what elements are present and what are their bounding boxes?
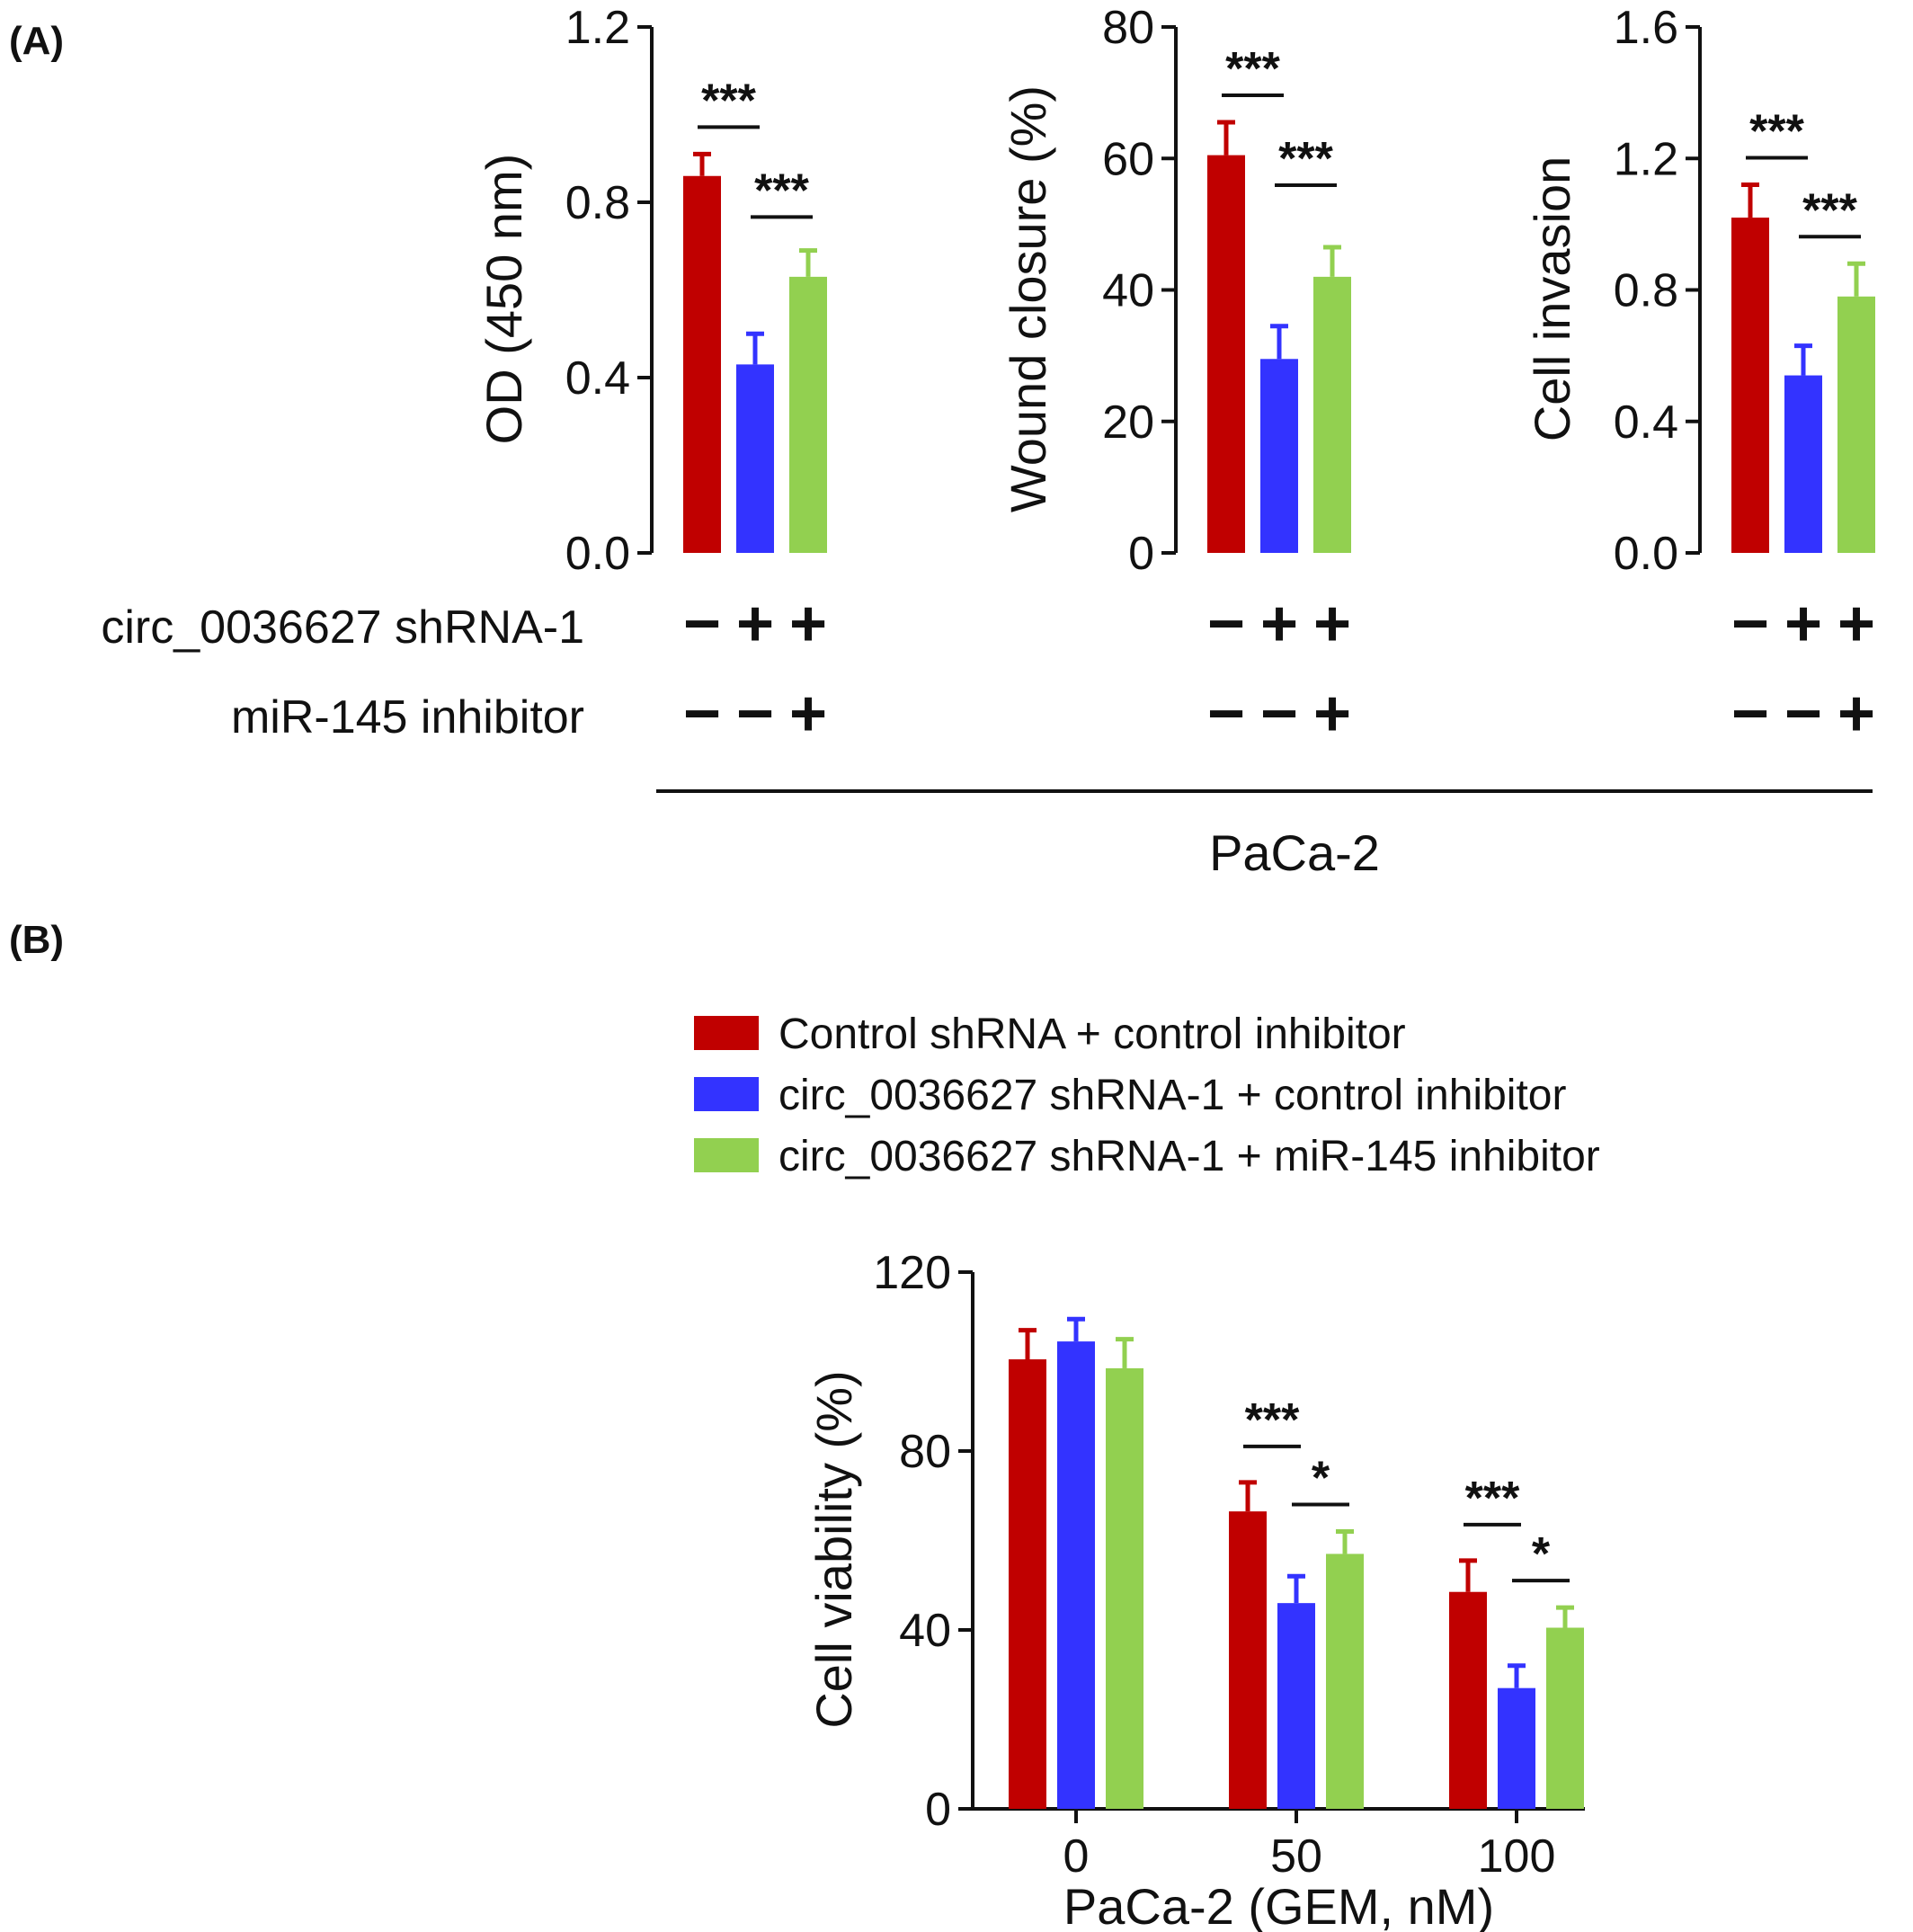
- y-tick-label: 60: [1102, 133, 1154, 185]
- y-tick-label: 1.2: [1614, 133, 1678, 185]
- bar: [1731, 218, 1769, 553]
- bar: [1784, 375, 1822, 553]
- y-tick-label: 80: [899, 1426, 951, 1478]
- y-axis-label: Cell invasion: [1524, 156, 1580, 442]
- shrna-sign: −: [683, 588, 721, 660]
- shrna-sign: +: [1784, 588, 1822, 660]
- significance-label: ***: [1465, 1473, 1520, 1525]
- legend-swatch-1: [694, 1077, 759, 1111]
- shrna-sign: +: [1837, 588, 1875, 660]
- bar: [1837, 296, 1875, 553]
- shrna-sign: +: [1260, 588, 1298, 660]
- inhibitor-sign: +: [1313, 678, 1351, 750]
- shrna-sign: −: [1731, 588, 1769, 660]
- significance-label: ***: [1749, 106, 1804, 158]
- y-tick-label: 40: [899, 1605, 951, 1657]
- y-axis-label: Wound closure (%): [1000, 85, 1056, 512]
- y-tick-label: 20: [1102, 396, 1154, 449]
- inhibitor-sign: −: [1260, 678, 1298, 750]
- legend-swatch-2: [694, 1138, 759, 1172]
- bar: [1277, 1603, 1315, 1809]
- y-tick-label: 0.8: [565, 177, 630, 229]
- bar: [1207, 155, 1245, 553]
- significance-label: ***: [701, 75, 756, 127]
- row-label-inhibitor: miR-145 inhibitor: [231, 691, 584, 743]
- bar: [1498, 1687, 1535, 1809]
- inhibitor-sign: −: [736, 678, 774, 750]
- bar: [1326, 1554, 1364, 1809]
- y-axis-label: Cell viability (%): [805, 1370, 862, 1728]
- bar: [683, 175, 721, 553]
- chart-a1: 0.00.40.81.2OD (450 nm)−−+−++******: [476, 2, 827, 750]
- shrna-sign: +: [1313, 588, 1351, 660]
- panel-label-a: (A): [9, 19, 64, 63]
- shrna-sign: +: [789, 588, 827, 660]
- bar: [1546, 1627, 1584, 1809]
- y-tick-label: 80: [1102, 2, 1154, 54]
- inhibitor-sign: +: [1837, 678, 1875, 750]
- panel-a: 0.00.40.81.2OD (450 nm)−−+−++******02040…: [476, 2, 1875, 750]
- legend: Control shRNA + control inhibitor circ_0…: [694, 1011, 1600, 1180]
- x-tick-label: 50: [1270, 1830, 1322, 1883]
- y-tick-label: 0.4: [565, 352, 630, 405]
- bar: [1106, 1367, 1143, 1809]
- significance-label: ***: [1245, 1394, 1300, 1447]
- group-label: PaCa-2: [1209, 824, 1380, 881]
- inhibitor-sign: −: [683, 678, 721, 750]
- y-tick-label: 1.2: [565, 2, 630, 54]
- y-tick-label: 0.4: [1614, 396, 1678, 449]
- bar: [1449, 1591, 1487, 1809]
- bar: [1009, 1359, 1046, 1809]
- x-axis-label: PaCa-2 (GEM, nM): [1063, 1878, 1494, 1932]
- inhibitor-sign: −: [1784, 678, 1822, 750]
- y-tick-label: 120: [873, 1247, 951, 1299]
- panel-b: 0 40 80 120 Cell viability (%) PaCa-2 (GEM, n…: [805, 1247, 1585, 1932]
- bar: [1057, 1341, 1095, 1809]
- bar: [789, 276, 827, 553]
- row-label-shrna: circ_0036627 shRNA-1: [101, 601, 584, 654]
- y-tick-label: 40: [1102, 265, 1154, 317]
- legend-swatch-0: [694, 1016, 759, 1050]
- shrna-sign: −: [1207, 588, 1245, 660]
- significance-label: ***: [1225, 43, 1280, 95]
- legend-label-2: circ_0036627 shRNA-1 + miR-145 inhibitor: [779, 1133, 1600, 1180]
- bar: [1313, 276, 1351, 553]
- bar: [1260, 359, 1298, 553]
- y-tick-label: 0.0: [1614, 528, 1678, 580]
- bar: [736, 364, 774, 553]
- y-tick-label: 0: [925, 1784, 951, 1836]
- significance-label: ***: [1802, 184, 1857, 236]
- panel-label-b: (B): [9, 918, 64, 962]
- shrna-sign: +: [736, 588, 774, 660]
- chart-b: 0 40 80 120 Cell viability (%) PaCa-2 (GEM, n…: [805, 1247, 1585, 1932]
- legend-label-1: circ_0036627 shRNA-1 + control inhibitor: [779, 1072, 1566, 1119]
- y-tick-label: 0.8: [1614, 265, 1678, 317]
- significance-label: *: [1532, 1528, 1551, 1580]
- significance-label: ***: [1278, 133, 1333, 185]
- y-tick-label: 0.0: [565, 528, 630, 580]
- x-tick-label: 100: [1478, 1830, 1556, 1883]
- significance-label: *: [1312, 1453, 1330, 1505]
- legend-label-0: Control shRNA + control inhibitor: [779, 1011, 1406, 1058]
- significance-label: ***: [754, 165, 809, 217]
- inhibitor-sign: −: [1731, 678, 1769, 750]
- x-tick-label: 0: [1063, 1830, 1090, 1883]
- inhibitor-sign: −: [1207, 678, 1245, 750]
- y-tick-label: 0: [1128, 528, 1154, 580]
- y-tick-label: 1.6: [1614, 2, 1678, 54]
- y-axis-label: OD (450 nm): [476, 154, 532, 445]
- bar: [1229, 1511, 1267, 1809]
- inhibitor-sign: +: [789, 678, 827, 750]
